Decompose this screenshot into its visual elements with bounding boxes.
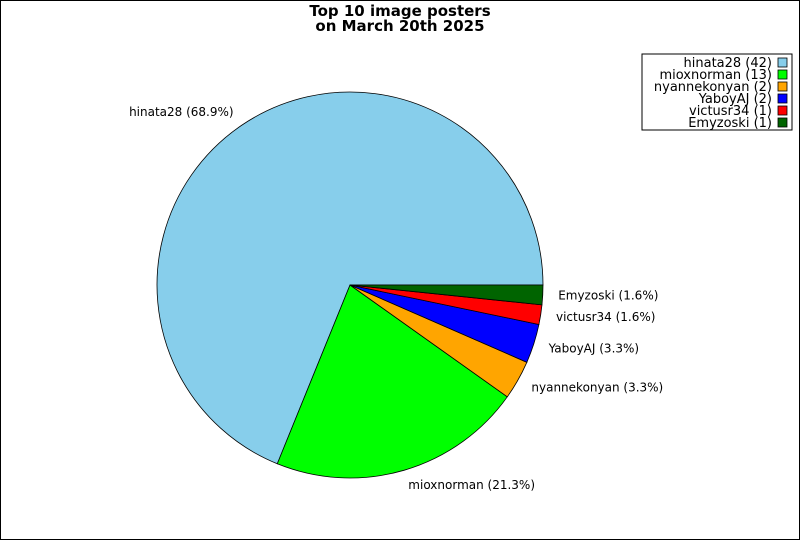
legend-box: [641, 53, 793, 131]
legend-label-yaboyaj: YaboyAJ (2): [698, 92, 772, 107]
pie-slice-hinata28: [156, 91, 544, 465]
slice-label-victusr34: victusr34 (1.6%): [556, 310, 655, 324]
pie-labels: hinata28 (68.9%) mioxnorman (21.3%) nyanne…: [129, 105, 663, 492]
legend-swatch-emyzoski: [777, 117, 788, 128]
slice-label-yaboyaj: YaboyAJ (3.3%): [548, 341, 640, 355]
legend-label-victusr34: victusr34 (1): [689, 104, 772, 119]
slice-label-emyzoski: Emyzoski (1.6%): [558, 289, 658, 303]
legend: hinata28 (42)mioxnorman (13)nyannekonyan…: [641, 53, 793, 131]
legend-label-nyannekonyan: nyannekonyan (2): [654, 80, 772, 95]
legend-swatch-yaboyaj: [777, 93, 788, 104]
legend-swatch-victusr34: [777, 105, 788, 116]
pie-slices: [156, 91, 544, 479]
slice-label-nyannekonyan: nyannekonyan (3.3%): [531, 381, 663, 395]
chart-title: Top 10 image posters: [309, 2, 490, 20]
pie-slice-mioxnorman: [276, 284, 508, 479]
legend-swatch-nyannekonyan: [777, 81, 788, 92]
slice-label-mioxnorman: mioxnorman (21.3%): [408, 478, 535, 492]
legend-label-mioxnorman: mioxnorman (13): [659, 68, 772, 83]
legend-swatch-mioxnorman: [777, 69, 788, 80]
slice-label-hinata28: hinata28 (68.9%): [129, 105, 234, 119]
legend-swatch-hinata28: [777, 57, 788, 68]
legend-label-emyzoski: Emyzoski (1): [688, 116, 772, 131]
chart-subtitle: on March 20th 2025: [315, 17, 484, 35]
pie-slice-emyzoski: [349, 284, 544, 306]
legend-label-hinata28: hinata28 (42): [684, 56, 772, 71]
